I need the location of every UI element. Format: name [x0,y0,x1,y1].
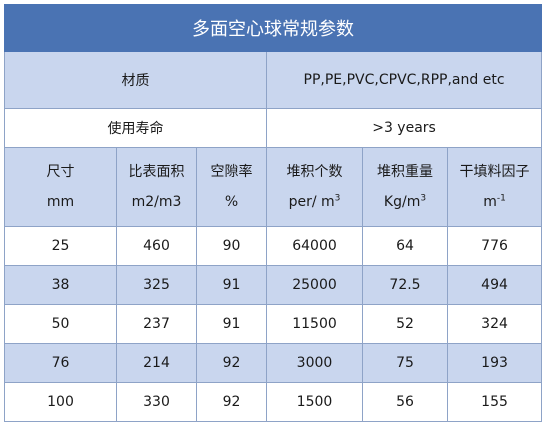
col-header-surface-area: 比表面积 m2/m3 [116,147,197,227]
cell-packing-number: 3000 [266,343,363,383]
cell-packing-factor: 324 [446,304,543,344]
cell-size: 76 [4,343,117,383]
service-life-value: >3 years [265,108,543,148]
cell-surface-area: 330 [116,382,197,422]
cell-size: 25 [4,226,117,266]
table-title: 多面空心球常规参数 [3,4,543,52]
cell-surface-area: 460 [116,226,197,266]
col-name: 堆积个数 [286,164,343,180]
col-unit: m-1 [483,193,506,210]
col-unit: Kg/m3 [383,193,427,210]
col-unit: mm [46,194,75,210]
cell-voidage: 92 [196,382,267,422]
col-name: 干填料因子 [459,164,530,180]
cell-packing-factor: 155 [446,382,543,422]
material-label: 材质 [4,51,267,109]
col-header-size: 尺寸 mm [4,147,117,227]
table-row: 38 325 91 25000 72.5 494 [4,265,543,305]
col-unit: % [224,194,239,210]
cell-voidage: 91 [196,265,267,305]
cell-packing-weight: 72.5 [362,265,448,305]
table-row: 100 330 92 1500 56 155 [4,382,543,422]
cell-packing-number: 11500 [266,304,363,344]
cell-packing-weight: 52 [362,304,448,344]
table-row: 76 214 92 3000 75 193 [4,343,543,383]
col-header-packing-factor: 干填料因子 m-1 [446,147,543,227]
col-name: 堆积重量 [377,164,433,180]
cell-packing-factor: 193 [446,343,543,383]
cell-voidage: 92 [196,343,267,383]
col-header-voidage: 空隙率 % [196,147,267,227]
cell-packing-number: 1500 [266,382,363,422]
column-header-row: 尺寸 mm 比表面积 m2/m3 空隙率 % 堆积个数 per/ m3 堆积重量… [4,147,543,227]
cell-voidage: 90 [196,226,267,266]
cell-voidage: 91 [196,304,267,344]
parameter-table: 多面空心球常规参数 材质 PP,PE,PVC,CPVC,RPP,and etc … [3,4,543,422]
cell-packing-number: 64000 [266,226,363,266]
cell-size: 100 [4,382,117,422]
cell-packing-factor: 776 [446,226,543,266]
cell-surface-area: 237 [116,304,197,344]
service-life-label: 使用寿命 [4,108,267,148]
cell-size: 50 [4,304,117,344]
col-name: 比表面积 [128,164,185,180]
col-name: 尺寸 [46,164,75,180]
col-header-packing-weight: 堆积重量 Kg/m3 [362,147,448,227]
material-value: PP,PE,PVC,CPVC,RPP,and etc [265,51,543,109]
cell-packing-factor: 494 [446,265,543,305]
cell-packing-weight: 75 [362,343,448,383]
cell-surface-area: 214 [116,343,197,383]
cell-size: 38 [4,265,117,305]
cell-packing-weight: 64 [362,226,448,266]
cell-surface-area: 325 [116,265,197,305]
col-unit: per/ m3 [288,193,341,210]
table-row: 50 237 91 11500 52 324 [4,304,543,344]
table-row: 25 460 90 64000 64 776 [4,226,543,266]
cell-packing-weight: 56 [362,382,448,422]
col-header-packing-number: 堆积个数 per/ m3 [266,147,363,227]
cell-packing-number: 25000 [266,265,363,305]
col-unit: m2/m3 [131,194,182,210]
col-name: 空隙率 [210,164,253,180]
